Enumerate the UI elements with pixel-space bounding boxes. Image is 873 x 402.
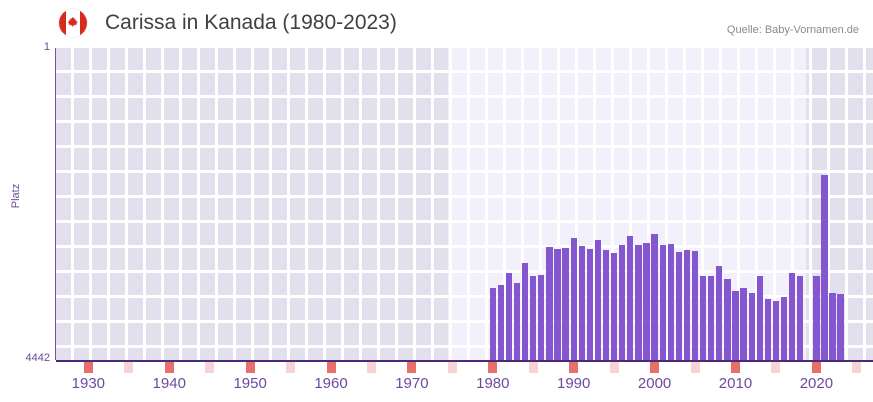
x-tick-mark-1950: [245, 362, 255, 373]
bar-2000[interactable]: [651, 234, 658, 360]
x-tick-mark-1955: [286, 362, 296, 373]
source-attribution: Quelle: Baby-Vornamen.de: [726, 24, 859, 36]
x-axis-label-2020: 2020: [799, 375, 834, 392]
flag-band-right: [80, 9, 87, 37]
chart-header: Carissa in Kanada (1980-2023) Quelle: Ba…: [0, 0, 873, 44]
y-axis-title: Platz: [10, 183, 22, 209]
bar-1983[interactable]: [513, 283, 521, 360]
y-axis-tick-top: 1: [43, 41, 50, 53]
bar-2013[interactable]: [756, 275, 763, 360]
bar-2015[interactable]: [772, 300, 780, 360]
bar-2006[interactable]: [699, 275, 707, 360]
bar-1985[interactable]: [530, 275, 537, 360]
canada-flag-icon: [59, 9, 87, 37]
bar-2011[interactable]: [740, 287, 747, 360]
x-tick-mark-1945: [205, 362, 215, 373]
x-tick-mark-2000: [650, 362, 660, 373]
page-title: Carissa in Kanada (1980-2023): [105, 11, 397, 34]
x-tick-mark-1990: [569, 362, 579, 373]
x-tick-mark-2005: [690, 362, 700, 373]
x-tick-mark-1985: [528, 362, 538, 373]
x-tick-mark-1965: [366, 362, 376, 373]
x-tick-mark-2025: [852, 362, 862, 373]
x-tick-mark-1940: [164, 362, 174, 373]
x-tick-mark-1975: [447, 362, 457, 373]
bar-1991[interactable]: [578, 246, 585, 360]
x-axis-labels: 1930 1940 1950 1960 1970 1980 1990 2000 2010 2020: [56, 375, 873, 399]
bar-1984[interactable]: [522, 262, 529, 360]
bar-2012[interactable]: [748, 293, 755, 360]
bar-2021[interactable]: [821, 175, 828, 360]
bar-2022[interactable]: [829, 293, 836, 360]
bar-1987[interactable]: [546, 247, 553, 360]
bar-1980[interactable]: [489, 288, 496, 360]
bar-1994[interactable]: [602, 249, 610, 360]
plot-area: [56, 48, 873, 360]
x-axis-label-1990: 1990: [557, 375, 591, 392]
x-tick-mark-1935: [124, 362, 134, 373]
bar-2001[interactable]: [659, 244, 666, 360]
bar-1982[interactable]: [505, 272, 513, 360]
bar-2004[interactable]: [683, 250, 691, 360]
x-tick-mark-1930: [83, 362, 93, 373]
bar-2005[interactable]: [691, 250, 699, 360]
bar-2009[interactable]: [724, 279, 731, 360]
bar-2010[interactable]: [732, 291, 739, 360]
x-tick-mark-1995: [609, 362, 619, 373]
x-axis-label-1980: 1980: [476, 375, 510, 392]
x-tick-mark-1970: [407, 362, 417, 373]
bar-1997[interactable]: [627, 236, 634, 360]
x-axis-tick-marks: [56, 362, 873, 373]
x-tick-mark-2015: [771, 362, 781, 373]
bar-1995[interactable]: [610, 253, 618, 360]
x-axis-line: [56, 360, 873, 362]
x-tick-mark-2020: [811, 362, 821, 373]
x-axis-label-1960: 1960: [314, 375, 348, 392]
bar-2016[interactable]: [780, 296, 788, 360]
bar-1981[interactable]: [497, 285, 505, 360]
bar-1990[interactable]: [570, 237, 577, 360]
bar-series: [56, 48, 873, 360]
bar-1996[interactable]: [619, 245, 626, 360]
x-tick-mark-1980: [488, 362, 498, 373]
bar-2023[interactable]: [837, 293, 844, 360]
x-tick-mark-2010: [730, 362, 740, 373]
y-axis-tick-bottom: 4442: [25, 352, 50, 364]
x-axis-label-1940: 1940: [152, 375, 186, 392]
bar-1989[interactable]: [562, 248, 569, 360]
bar-1998[interactable]: [635, 244, 642, 360]
bar-2007[interactable]: [708, 275, 715, 360]
x-axis-label-1950: 1950: [233, 375, 267, 392]
bar-2002[interactable]: [667, 243, 674, 360]
x-axis-label-2010: 2010: [718, 375, 753, 392]
bar-2018[interactable]: [797, 276, 804, 360]
bar-2003[interactable]: [675, 251, 682, 360]
bar-1988[interactable]: [554, 248, 561, 360]
x-axis-label-1970: 1970: [395, 375, 429, 392]
bar-2020[interactable]: [813, 275, 820, 360]
x-tick-mark-1960: [326, 362, 336, 373]
bar-1986[interactable]: [538, 274, 545, 360]
bar-2014[interactable]: [764, 299, 771, 360]
maple-leaf-icon: [67, 16, 78, 28]
flag-band-left: [59, 9, 66, 37]
x-axis-label-1930: 1930: [71, 375, 106, 392]
bar-2008[interactable]: [716, 266, 723, 360]
bar-2017[interactable]: [788, 272, 796, 360]
bar-1992[interactable]: [586, 248, 594, 360]
bar-1999[interactable]: [643, 243, 650, 360]
bar-1993[interactable]: [594, 240, 602, 360]
x-axis-label-2000: 2000: [637, 375, 672, 392]
